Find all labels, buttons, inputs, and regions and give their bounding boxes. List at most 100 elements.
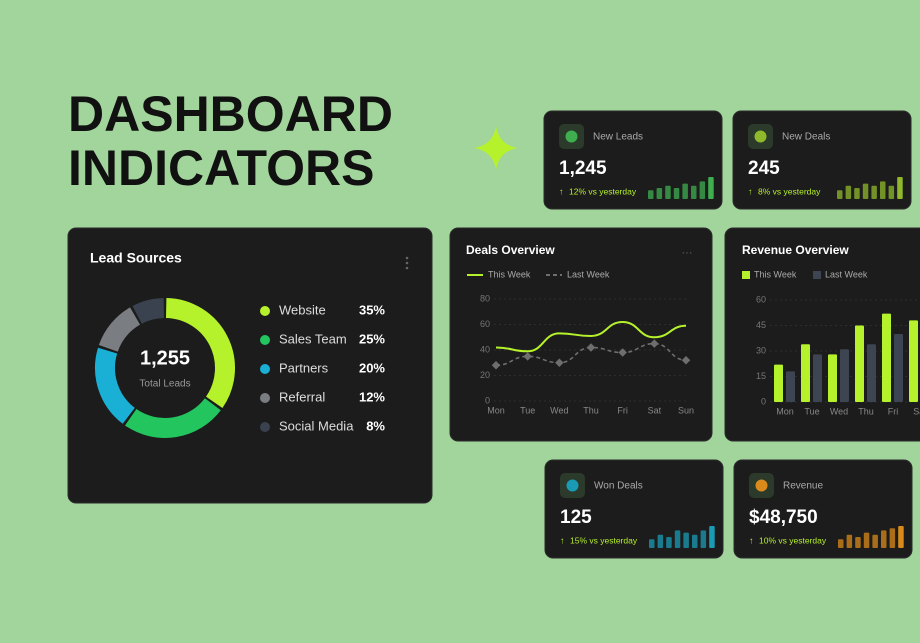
legend-dot [260,364,270,374]
legend-label: Last Week [567,269,610,279]
donut-slice [165,298,235,408]
headline: DASHBOARD [68,86,393,142]
legend-label: This Week [488,269,531,279]
legend-dot [260,306,270,316]
bar [909,320,918,402]
menu-dot [405,266,409,270]
spark-bar [862,183,869,199]
kpi-label: Won Deals [594,481,643,492]
y-tick-label: 80 [480,293,490,303]
sparkle [474,126,518,170]
kpi-change: 15% vs yesterday [570,535,638,545]
arrow: ↑ [748,186,753,196]
legend-value: 25% [359,331,385,346]
bar [774,364,783,402]
arrow: ↑ [559,186,564,196]
y-tick-label: 45 [756,320,766,330]
spark-bar [854,188,860,199]
spark-bar [898,526,904,548]
point [618,348,627,357]
y-tick-label: 40 [480,344,490,354]
spark-bar [649,539,655,548]
card [543,110,723,210]
spark-bar [709,526,715,548]
line-series [495,320,687,353]
kpi-label: New Deals [782,132,830,143]
spark-bar [666,537,672,548]
bar [828,354,837,402]
spark-bar [837,190,843,199]
y-tick-label: 60 [756,294,766,304]
menu: ··· [682,247,693,259]
arrow: ↑ [560,535,565,545]
chart-title: Deals Overview [466,243,555,257]
bar [840,349,849,402]
x-tick-label: Sat [648,405,662,415]
icon-glyph [565,130,578,143]
legend-value: 20% [359,360,385,375]
x-tick-label: Wed [830,406,848,416]
bar [813,354,822,402]
kpi-change: 8% vs yesterday [758,186,821,196]
y-tick-label: 0 [761,396,766,406]
chart-title: Lead Sources [90,250,182,266]
spark-bar [657,534,664,548]
legend-dot [260,422,270,432]
legend-label: Website [279,302,326,317]
legend-value: 8% [366,418,385,433]
x-tick-label: Thu [583,405,599,415]
donut-slice [95,347,136,424]
icon-glyph [755,479,768,492]
point [681,355,691,365]
legend-label: Social Media [279,418,354,433]
center-label: Total Leads [139,379,190,390]
x-tick-label: Wed [550,405,568,415]
x-tick-label: Thu [858,406,874,416]
legend-label: Partners [279,360,329,375]
donut-slice [132,298,165,324]
x-tick-label: Mon [776,406,794,416]
x-tick-label: Tue [804,406,819,416]
point [555,358,564,367]
x-tick-label: Sat [913,406,920,416]
bar [882,313,891,402]
icon-glyph [754,130,767,143]
kpi-change: 10% vs yesterday [759,535,827,545]
kpi-change: 12% vs yesterday [569,186,637,196]
x-tick-label: Tue [520,405,535,415]
spark-bar [845,185,852,199]
kpi-label: New Leads [593,132,643,143]
spark-bar [699,181,706,199]
spark-bar [683,532,689,548]
kpi-value: $48,750 [749,507,818,528]
legend-dot [260,335,270,345]
y-tick-label: 20 [480,370,490,380]
spark-bar [700,530,707,548]
x-tick-label: Fri [617,405,628,415]
legend-label: Sales Team [279,331,347,346]
menu-dot [405,261,409,265]
spark-bar [872,534,878,548]
point [650,339,659,348]
kpi-value: 125 [560,507,592,528]
point [586,343,596,352]
legend-label: This Week [754,269,797,279]
y-tick-label: 60 [480,319,490,329]
x-tick-label: Fri [888,406,899,416]
spark-bar [888,185,895,199]
legend-value: 35% [359,302,385,317]
legend-swatch [742,271,750,279]
spark-bar [665,185,671,199]
legend-label: Last Week [825,269,868,279]
spark-bar [673,188,680,199]
legend-label: Referral [279,389,325,404]
kpi-value: 245 [748,158,780,179]
chart-title: Revenue Overview [742,243,849,257]
kpi-value: 1,245 [559,158,607,179]
legend-value: 12% [359,389,385,404]
donut-slice [98,307,141,353]
spark-bar [855,537,861,548]
y-tick-label: 30 [756,345,766,355]
x-tick-label: Mon [487,405,505,415]
